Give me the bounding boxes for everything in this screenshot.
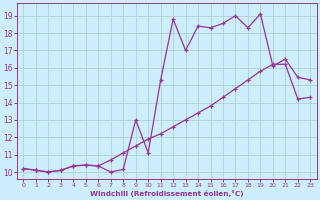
X-axis label: Windchill (Refroidissement éolien,°C): Windchill (Refroidissement éolien,°C)	[90, 190, 244, 197]
